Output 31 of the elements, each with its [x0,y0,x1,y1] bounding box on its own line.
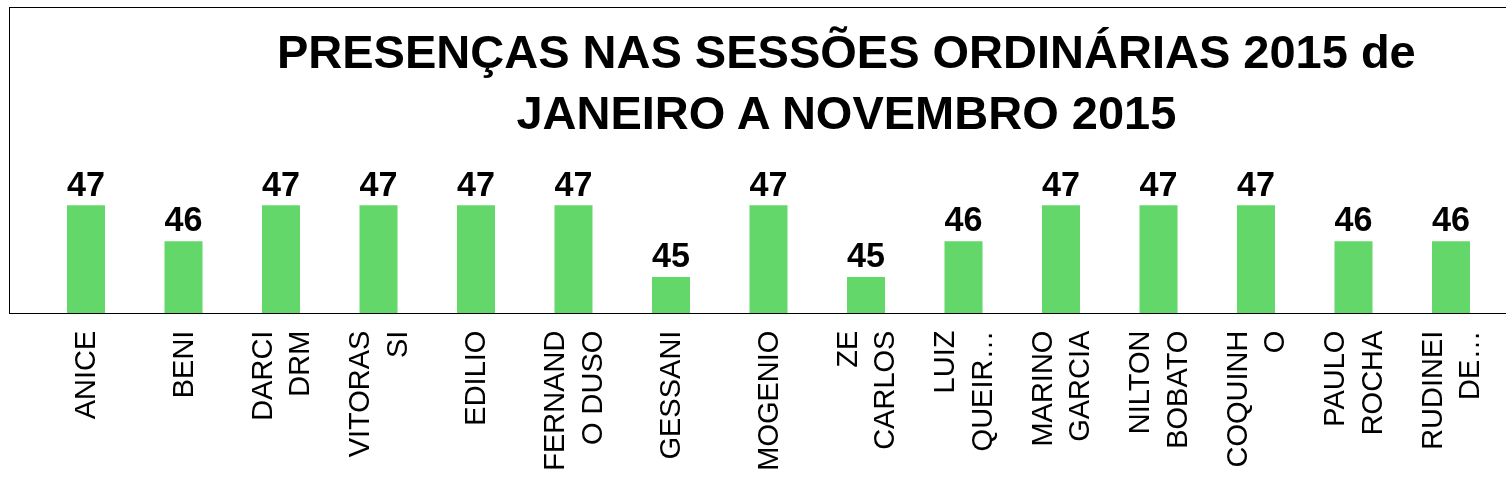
data-label: 47 [1042,164,1080,203]
data-label: 47 [457,164,495,203]
x-tick-label: ANICE [69,330,102,420]
data-label: 47 [554,164,593,203]
x-tick-label: PAULO ROCHA [1318,329,1388,436]
x-tick-label: DARCI DRM [245,330,316,421]
data-label: 47 [359,164,398,203]
x-tick-label: MOGENIO [751,330,784,471]
data-label: 46 [944,200,983,239]
data-label: 47 [67,164,105,203]
x-tick-label: ZE CARLOS [830,330,901,450]
text: PRESENÇAS NAS SESSÕES ORDINÁRIAS 2015 de JANEIRO A NOVEMBRO 2015 [276,24,1416,139]
data-label: 46 [1334,200,1373,239]
x-tick-label: MARINO GARCIA [1025,329,1096,447]
x-tick-label: BENI [166,330,199,399]
x-tick-label: FERNANDO DUSO [538,330,608,471]
x-tick-label: LUIZ QUEIR… [928,330,998,452]
x-tick-label: EDILIO [459,330,492,426]
x-tick-label: VITORASSI [343,330,413,458]
data-label: 45 [847,236,885,275]
data-label: 47 [1139,164,1178,203]
data-label: 45 [652,236,690,275]
data-label: 47 [262,164,300,203]
data-label: 47 [1237,164,1275,203]
x-tick-label: COQUINHO [1220,330,1291,468]
data-label: 46 [164,200,203,239]
x-tick-label: GESSANI [654,330,687,460]
data-label: 47 [749,164,788,203]
data-label: 46 [1432,200,1470,239]
x-tick-label: RUDINEI DE… [1415,330,1486,450]
x-tick-label: NILTON BOBATO [1123,330,1193,449]
